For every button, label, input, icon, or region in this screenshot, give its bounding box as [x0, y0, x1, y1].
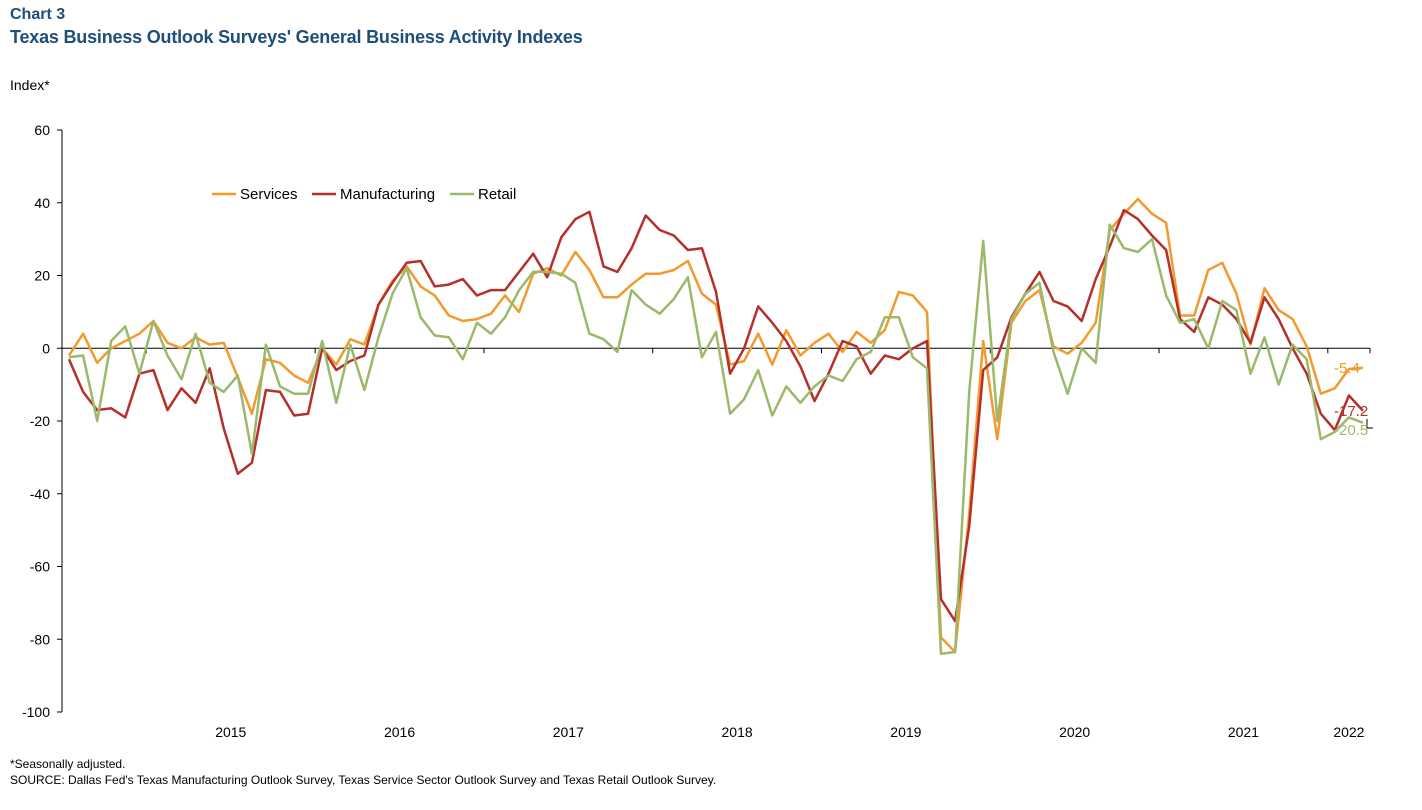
x-tick-label: 2016	[384, 724, 415, 740]
x-tick-label: 2017	[553, 724, 584, 740]
y-tick-label: -80	[30, 631, 50, 647]
y-tick-label: 60	[34, 122, 50, 138]
end-label-leader	[1366, 418, 1373, 429]
series-line-services	[67, 197, 1364, 654]
y-tick-label: 40	[34, 195, 50, 211]
axes: 60 40 20 0 -20 -40 -60 -80 -100 2015 2016 2017 2018 2…	[22, 122, 1371, 740]
y-tick-label: -60	[30, 559, 50, 575]
x-tick-label: 2019	[890, 724, 921, 740]
end-label-services: -5.4	[1334, 360, 1360, 377]
legend: Services Manufacturing Retail	[212, 186, 516, 203]
y-axis-label: Index*	[10, 77, 50, 93]
chart-number: Chart 3	[10, 6, 66, 23]
y-tick-label: -40	[30, 486, 50, 502]
y-tick-label: -20	[30, 413, 50, 429]
series-line-manufacturing	[67, 208, 1364, 623]
x-tick-label: 2021	[1228, 724, 1259, 740]
x-tick-label: 2020	[1059, 724, 1090, 740]
y-tick-label: -100	[22, 704, 50, 720]
legend-entry: Retail	[478, 186, 516, 203]
legend-entry: Services	[240, 186, 298, 203]
end-label-retail: -20.5	[1334, 422, 1368, 439]
footnote: *Seasonally adjusted.	[10, 757, 126, 771]
series-lines	[67, 197, 1364, 656]
end-label-manufacturing: -17.2	[1334, 403, 1368, 420]
x-tick-label: 2018	[722, 724, 753, 740]
series-line-retail	[68, 223, 1364, 656]
source-note: SOURCE: Dallas Fed's Texas Manufacturing…	[10, 773, 717, 787]
end-labels: -5.4 -17.2 -20.5	[1334, 360, 1373, 439]
y-tick-label: 20	[34, 268, 50, 284]
x-tick-label: 2015	[215, 724, 246, 740]
legend-entry: Manufacturing	[340, 186, 435, 203]
y-tick-label: 0	[42, 340, 50, 356]
chart-title: Texas Business Outlook Surveys' General …	[10, 27, 583, 47]
x-tick-label: 2022	[1333, 724, 1364, 740]
